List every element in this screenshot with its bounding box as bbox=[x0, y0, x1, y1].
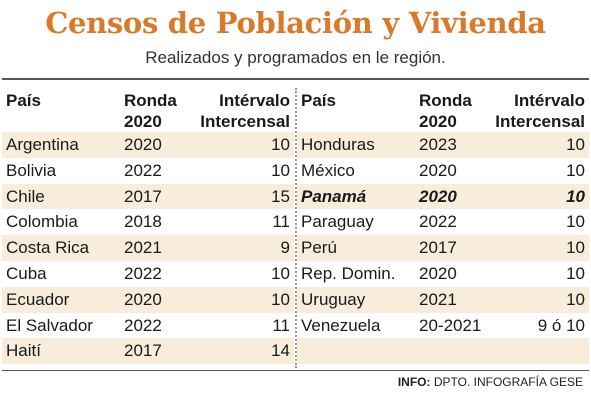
table-row: Argentina 2020 10 bbox=[2, 132, 294, 158]
table-row: Colombia 2018 11 bbox=[6, 212, 290, 232]
table-row: El Salvador 2022 11 bbox=[6, 315, 290, 335]
table-row: Haití 2017 14 bbox=[2, 338, 294, 365]
source-text: DPTO. INFOGRAFÍA GESE bbox=[430, 375, 583, 389]
header-ronda: Ronda 2020 bbox=[124, 91, 177, 131]
header-intervalo: Intérvalo Intercensal bbox=[200, 91, 290, 131]
header-intervalo: Intérvalo Intercensal bbox=[495, 91, 585, 131]
table-row-empty bbox=[297, 338, 589, 365]
table-header: País Ronda 2020 Intérvalo Intercensal bbox=[2, 80, 294, 132]
table-row: Perú 2017 10 bbox=[297, 235, 589, 261]
table-header: País Ronda 2020 Intérvalo Intercensal bbox=[297, 80, 589, 132]
left-table: País Ronda 2020 Intérvalo Intercensal Ar… bbox=[2, 80, 294, 365]
table-top-rule bbox=[2, 78, 589, 80]
page-title: Censos de Población y Vivienda bbox=[45, 6, 546, 40]
table-row: Cuba 2022 10 bbox=[6, 263, 290, 283]
header-ronda: Ronda 2020 bbox=[419, 91, 472, 131]
column-divider bbox=[295, 88, 297, 368]
table-row: Venezuela 20-2021 9 ó 10 bbox=[301, 315, 585, 335]
subtitle: Realizados y programados en le región. bbox=[145, 48, 446, 67]
table-row: Uruguay 2021 10 bbox=[297, 286, 589, 313]
source-credit: INFO: DPTO. INFOGRAFÍA GESE bbox=[398, 375, 583, 389]
table-row-highlighted: Panamá 2020 10 bbox=[297, 183, 589, 210]
table-row: Costa Rica 2021 9 bbox=[2, 235, 294, 261]
table-row: Chile 2017 15 bbox=[2, 183, 294, 210]
right-table: País Ronda 2020 Intérvalo Intercensal Ho… bbox=[297, 80, 589, 365]
table-row: México 2020 10 bbox=[301, 160, 585, 180]
header-pais: País bbox=[6, 91, 41, 110]
table-row: Paraguay 2022 10 bbox=[301, 212, 585, 232]
table-bottom-rule bbox=[2, 370, 589, 371]
source-label: INFO: bbox=[397, 375, 431, 389]
header-pais: País bbox=[301, 91, 336, 110]
table-row: Honduras 2023 10 bbox=[297, 132, 589, 158]
table-row: Rep. Domin. 2020 10 bbox=[301, 263, 585, 283]
table-row: Bolivia 2022 10 bbox=[6, 160, 290, 180]
table-row: Ecuador 2020 10 bbox=[2, 286, 294, 313]
